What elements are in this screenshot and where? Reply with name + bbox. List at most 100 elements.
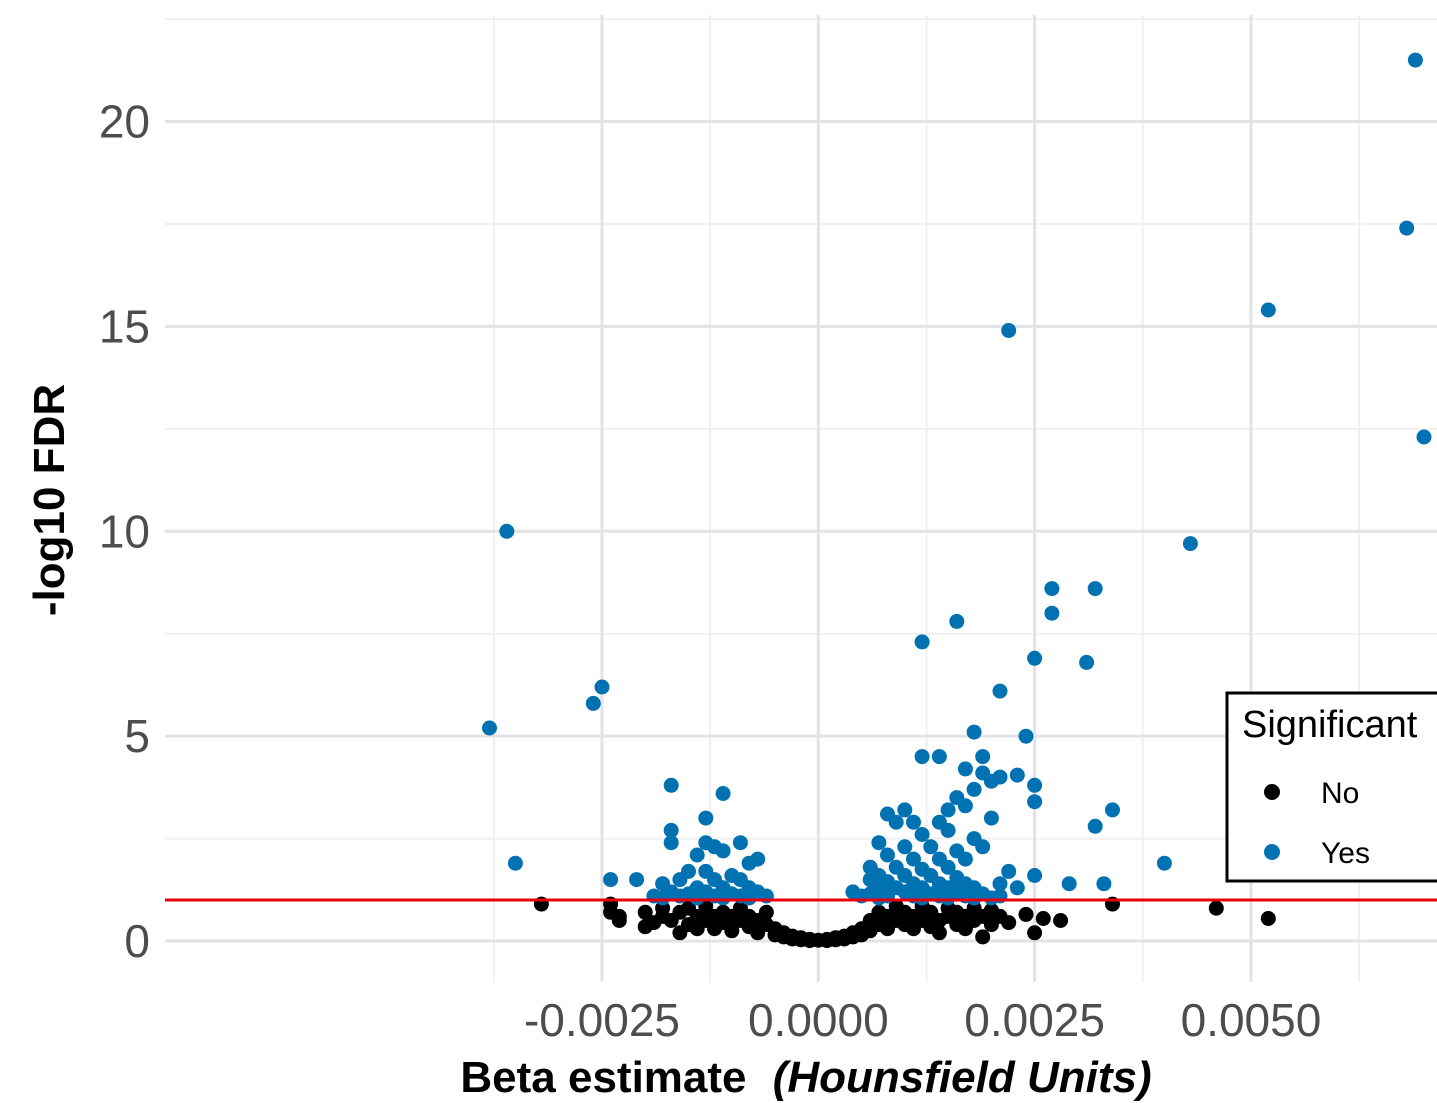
data-point-yes — [897, 802, 913, 818]
data-point-no — [1208, 900, 1224, 916]
data-point-yes — [1061, 876, 1077, 892]
data-point-yes — [689, 890, 705, 906]
x-axis-title-units: (Hounsfield Units) — [773, 1053, 1152, 1102]
data-point-yes — [1009, 880, 1025, 896]
data-point-yes — [1018, 728, 1034, 744]
data-point-yes — [1087, 581, 1103, 597]
data-point-no — [931, 925, 947, 941]
data-point-no — [1260, 911, 1276, 926]
data-point-yes — [906, 814, 921, 830]
data-point-yes — [1009, 767, 1025, 783]
data-point-yes — [1027, 777, 1043, 793]
data-point-yes — [507, 855, 523, 871]
legend-key-yes — [1264, 844, 1280, 860]
data-point-yes — [983, 810, 999, 826]
data-point-yes — [975, 749, 991, 765]
data-point-no — [1035, 911, 1051, 926]
data-point-no — [637, 904, 653, 920]
data-point-yes — [715, 843, 731, 859]
data-point-yes — [914, 749, 930, 765]
data-point-no — [1027, 925, 1043, 941]
data-point-yes — [940, 890, 956, 906]
data-point-no — [1053, 913, 1069, 928]
data-point-yes — [1156, 855, 1172, 871]
data-point-yes — [940, 802, 956, 818]
data-point-yes — [914, 827, 930, 842]
x-axis-tick-labels: -0.0025 0.0000 0.0025 0.0050 — [524, 994, 1321, 1046]
x-axis-title: Beta estimate (Hounsfield Units) — [460, 1053, 1151, 1102]
data-point-no — [1018, 906, 1034, 922]
data-point-yes — [1001, 863, 1017, 879]
series-no-points — [533, 896, 1276, 949]
x-tick-label: -0.0025 — [524, 994, 680, 1046]
data-point-no — [724, 923, 740, 939]
data-point-no — [1001, 915, 1017, 931]
data-point-yes — [715, 890, 731, 906]
y-tick-label: 15 — [99, 300, 150, 352]
data-point-yes — [603, 872, 619, 888]
data-point-yes — [1096, 876, 1112, 892]
data-point-yes — [663, 777, 679, 793]
data-point-yes — [1087, 818, 1103, 834]
data-point-no — [758, 904, 774, 920]
data-point-yes — [906, 851, 921, 867]
data-point-yes — [871, 890, 887, 906]
data-point-yes — [983, 890, 999, 906]
data-point-yes — [992, 683, 1008, 699]
data-point-yes — [966, 890, 982, 906]
data-point-yes — [1182, 536, 1198, 552]
data-point-yes — [663, 822, 679, 838]
data-point-yes — [966, 724, 982, 740]
data-point-yes — [594, 679, 610, 695]
legend-label-yes: Yes — [1321, 837, 1370, 870]
data-point-yes — [914, 890, 930, 906]
data-point-yes — [499, 523, 515, 539]
legend-label-no: No — [1321, 777, 1359, 810]
data-point-yes — [655, 890, 671, 906]
data-point-yes — [482, 720, 497, 736]
legend: Significant No Yes — [1225, 691, 1437, 883]
data-point-yes — [585, 695, 601, 711]
data-point-no — [611, 908, 627, 924]
data-point-yes — [1260, 302, 1276, 318]
data-point-yes — [957, 798, 973, 814]
data-point-yes — [1416, 429, 1432, 445]
data-point-yes — [1027, 650, 1043, 666]
data-point-yes — [992, 876, 1008, 892]
data-point-yes — [983, 773, 999, 789]
data-point-yes — [698, 810, 714, 826]
data-point-yes — [940, 859, 956, 875]
data-point-yes — [931, 749, 947, 765]
minor-gridlines — [165, 15, 1437, 982]
data-point-yes — [750, 851, 766, 867]
data-point-yes — [689, 847, 705, 863]
y-tick-label: 0 — [124, 915, 150, 967]
x-axis-title-main: Beta estimate — [460, 1053, 746, 1102]
data-point-yes — [957, 851, 973, 867]
data-point-yes — [715, 786, 731, 801]
data-point-yes — [1001, 323, 1017, 338]
data-point-yes — [871, 835, 887, 851]
data-point-yes — [1105, 802, 1120, 818]
data-point-yes — [663, 835, 679, 851]
y-axis-title: -log10 FDR — [25, 384, 74, 616]
data-point-yes — [897, 839, 913, 855]
data-point-yes — [672, 872, 688, 888]
data-point-yes — [1079, 654, 1095, 670]
data-point-yes — [949, 613, 965, 629]
legend-title: Significant — [1242, 704, 1418, 746]
legend-key-no — [1264, 784, 1280, 800]
data-point-yes — [1399, 220, 1415, 236]
y-tick-label: 10 — [99, 505, 150, 557]
data-point-yes — [1044, 581, 1060, 597]
y-tick-label: 20 — [99, 96, 150, 148]
data-point-yes — [880, 847, 895, 863]
data-point-yes — [1407, 52, 1423, 68]
y-tick-label: 5 — [124, 710, 150, 762]
data-point-yes — [888, 814, 904, 830]
x-tick-label: 0.0000 — [748, 994, 889, 1046]
x-tick-label: 0.0050 — [1181, 994, 1322, 1046]
data-point-yes — [966, 781, 982, 797]
data-point-yes — [940, 822, 956, 838]
